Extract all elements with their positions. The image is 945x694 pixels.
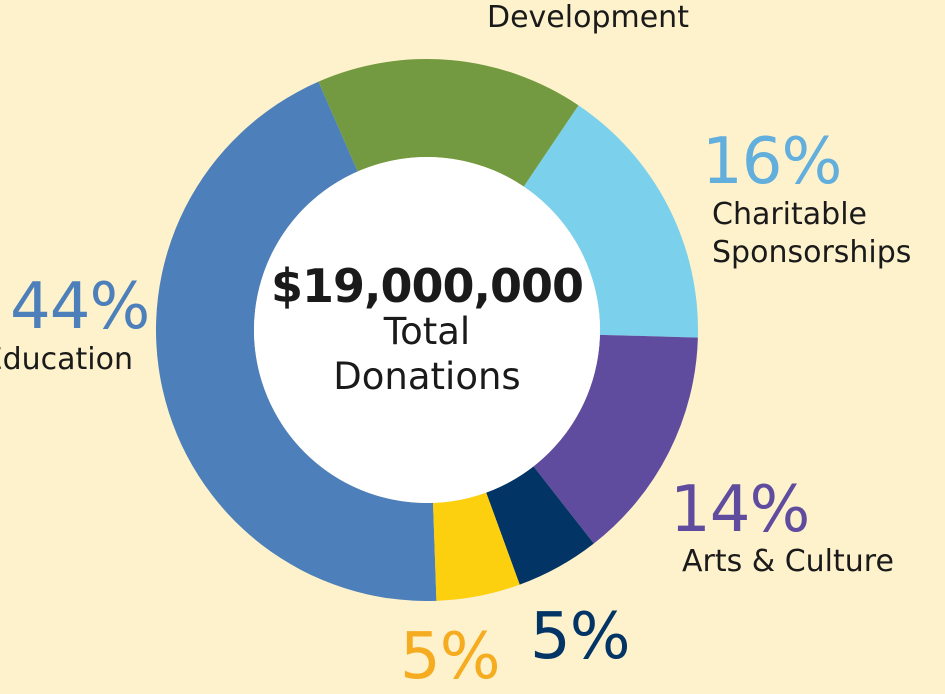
charitable-name-line2: Sponsorships <box>712 235 912 270</box>
arts-percent: 14% <box>670 473 810 547</box>
slice-arts-culture <box>533 334 698 544</box>
slice-yellow <box>433 492 520 601</box>
slice-development <box>318 58 579 187</box>
donut-chart <box>155 58 698 601</box>
donut-center <box>254 157 600 503</box>
total-amount: $19,000,000 <box>270 259 584 313</box>
navy-percent: 5% <box>530 600 631 674</box>
donations-infographic: $19,000,000 Total Donations Development … <box>0 0 912 689</box>
slice-navy <box>486 466 594 585</box>
education-name: Education <box>0 342 133 377</box>
center-total: $19,000,000 Total Donations <box>262 262 592 399</box>
charitable-percent: 16% <box>702 125 842 199</box>
slice-education <box>155 81 437 601</box>
charitable-name-line1: Charitable <box>712 197 867 232</box>
yellow-percent: 5% <box>400 620 501 694</box>
slice-charitable-sponsorships <box>523 105 698 338</box>
education-percent: 44% <box>10 270 150 344</box>
development-name: Development <box>487 0 689 35</box>
total-label-line2: Donations <box>333 354 521 398</box>
total-label-line1: Total <box>383 310 471 354</box>
arts-name: Arts & Culture <box>682 544 894 579</box>
